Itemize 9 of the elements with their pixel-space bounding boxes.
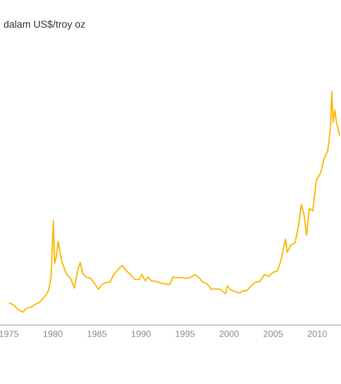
x-tick-label: 1985: [88, 330, 107, 337]
x-tick-label: 1980: [44, 330, 62, 337]
x-tick-label: 1975: [0, 330, 18, 337]
x-tick-label: 1995: [176, 330, 195, 337]
x-tick-label: 2005: [264, 330, 283, 337]
x-tick-label: 1990: [132, 330, 151, 337]
x-tick-label: 2000: [220, 330, 239, 337]
x-tick-label: 2010: [308, 330, 327, 337]
chart-title: dalam US$/troy oz: [4, 20, 85, 30]
